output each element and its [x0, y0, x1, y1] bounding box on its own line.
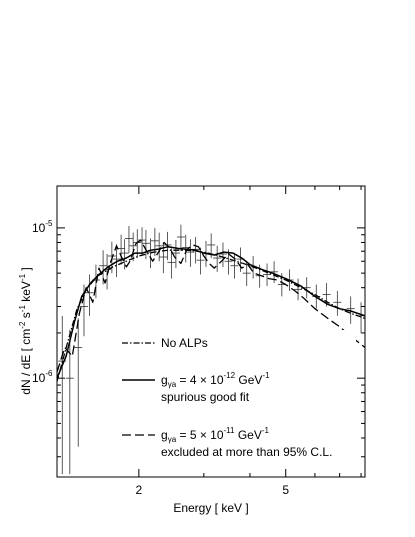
legend-label: No ALPs [161, 336, 208, 350]
data-point [218, 242, 227, 267]
legend-label: spurious good fit [161, 390, 250, 404]
legend-item: No ALPs [122, 336, 208, 350]
data-point [138, 227, 147, 256]
data-point [322, 282, 331, 307]
y-tick-label: 10-6 [32, 369, 53, 385]
data-point [58, 315, 67, 475]
series-line-dashdot [56, 249, 366, 382]
data-point [74, 318, 83, 447]
data-point [176, 224, 185, 252]
model-curves [56, 239, 366, 382]
data-point [124, 225, 133, 254]
data-point [155, 232, 164, 262]
series-line-dashed [56, 239, 366, 373]
data-point [186, 239, 195, 267]
plot-frame [56, 185, 366, 478]
data-point [150, 227, 159, 257]
y-tick-label: 10-5 [32, 219, 53, 235]
data-point [242, 261, 251, 287]
axis-ticks [57, 186, 365, 477]
data-point [103, 254, 112, 290]
x-tick-label: 5 [282, 483, 289, 497]
legend-coupling: gγa = 4 × 10-12 GeV-1 [161, 371, 270, 389]
data-point [85, 274, 94, 316]
data-point [129, 232, 138, 262]
data-point [346, 296, 355, 324]
data-point [333, 291, 342, 316]
tick-labels: 2 5 10-6 10-5 [32, 219, 289, 497]
legend-coupling: gγa = 5 × 10-11 GeV-1 [161, 426, 270, 444]
x-tick-label: 2 [136, 483, 143, 497]
data-point [294, 278, 303, 301]
data-point [263, 263, 272, 287]
y-axis-label: dN / dE [ cm-2 s-1 keV-1 ] [18, 267, 33, 394]
data-point [213, 245, 222, 272]
data-point [141, 229, 150, 260]
data-point [171, 240, 180, 269]
data-point [112, 244, 121, 278]
data-point [167, 248, 176, 279]
x-axis-label: Energy [ keV ] [173, 501, 248, 515]
legend-label: excluded at more than 95% C.L. [161, 445, 332, 459]
data-point [120, 239, 129, 270]
